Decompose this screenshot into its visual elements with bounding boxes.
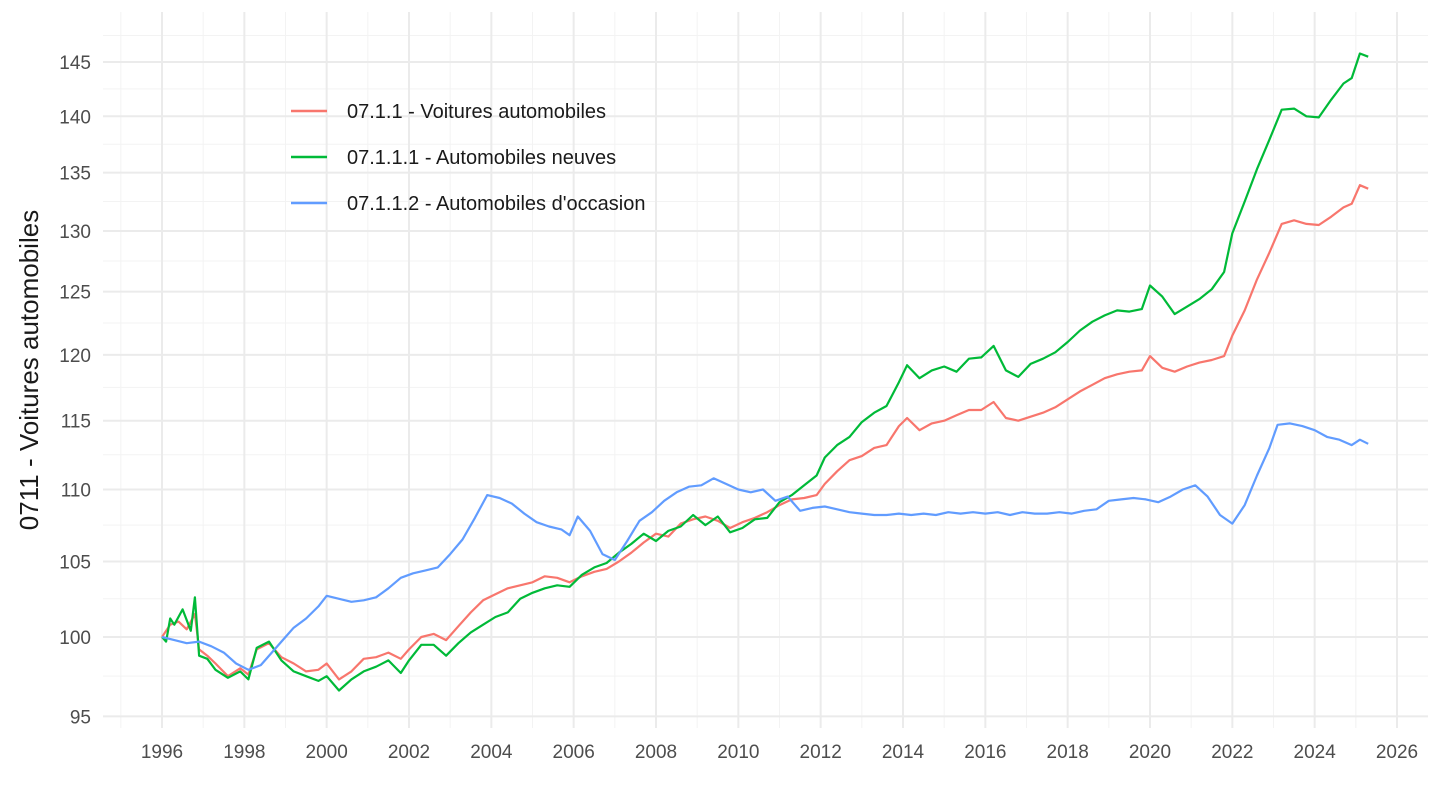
x-tick-label: 2026 [1376, 742, 1418, 763]
y-tick-label: 100 [59, 628, 91, 649]
legend-label-1: 07.1.1 - Voitures automobiles [347, 101, 606, 123]
y-tick-label: 130 [59, 222, 91, 243]
x-tick-label: 2020 [1129, 742, 1171, 763]
x-tick-label: 2008 [635, 742, 677, 763]
y-tick-label: 95 [70, 707, 91, 728]
x-axis-tick-labels: 1996 1998 2000 2002 2004 2006 2008 2010 2012 2014… [141, 742, 1418, 763]
series-lines [161, 52, 1369, 692]
x-tick-label: 2018 [1047, 742, 1089, 763]
x-tick-label: 2022 [1211, 742, 1253, 763]
legend-label-3: 07.1.1.2 - Automobiles d'occasion [347, 193, 645, 215]
x-tick-label: 2010 [717, 742, 759, 763]
y-tick-label: 115 [61, 412, 91, 433]
major-gridlines [103, 12, 1428, 728]
y-tick-label: 110 [61, 481, 91, 502]
legend: 07.1.1 - Voitures automobiles 07.1.1.1 - … [291, 101, 645, 215]
y-axis-label: 0711 - Voitures automobiles [14, 210, 44, 530]
x-tick-label: 2012 [800, 742, 842, 763]
series-line-1 [161, 184, 1369, 681]
x-tick-label: 2002 [388, 742, 430, 763]
y-tick-label: 105 [59, 552, 91, 573]
x-tick-label: 2024 [1294, 742, 1337, 763]
y-tick-label: 125 [59, 283, 91, 304]
y-tick-label: 120 [59, 346, 91, 367]
x-tick-label: 1996 [141, 742, 183, 763]
x-tick-label: 1998 [223, 742, 265, 763]
y-tick-label: 135 [59, 164, 91, 185]
minor-gridlines [103, 12, 1428, 728]
series-line-2 [161, 52, 1369, 692]
x-tick-label: 2004 [470, 742, 513, 763]
x-tick-label: 2016 [964, 742, 1006, 763]
series-line-3 [161, 422, 1369, 671]
y-axis-tick-labels: 95 100 105 110 115 120 125 130 135 140 145 [59, 53, 91, 728]
legend-label-2: 07.1.1.1 - Automobiles neuves [347, 147, 616, 169]
y-tick-label: 145 [59, 53, 91, 74]
y-tick-label: 140 [59, 107, 91, 128]
x-tick-label: 2014 [882, 742, 925, 763]
x-tick-label: 2000 [306, 742, 348, 763]
x-tick-label: 2006 [553, 742, 595, 763]
